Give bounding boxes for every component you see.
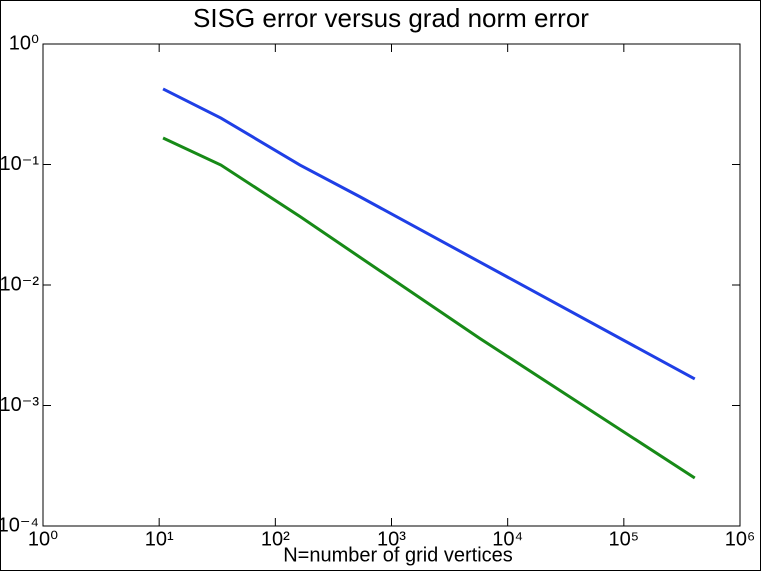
- series-line: [162, 87, 696, 381]
- x-tick-label: 10⁶: [725, 528, 755, 550]
- x-tick-label: 10⁵: [609, 528, 640, 550]
- x-tick-label: 10³: [377, 528, 406, 550]
- y-tick-label: 10⁻⁴: [0, 514, 39, 536]
- x-tick-label: 10²: [261, 528, 290, 550]
- chart-title: SISG error versus grad norm error: [193, 3, 589, 33]
- series-line: [162, 136, 696, 480]
- x-axis-label: N=number of grid vertices: [283, 544, 513, 566]
- y-tick-label: 10⁻¹: [0, 153, 39, 175]
- y-tick-label: 10⁻²: [0, 273, 39, 295]
- x-tick-label: 10¹: [145, 528, 174, 550]
- x-tick-label: 10⁰: [28, 528, 58, 550]
- y-tick-label: 10⁻³: [0, 394, 39, 416]
- y-tick-label: 10⁰: [9, 32, 39, 54]
- x-tick-label: 10⁴: [492, 528, 523, 550]
